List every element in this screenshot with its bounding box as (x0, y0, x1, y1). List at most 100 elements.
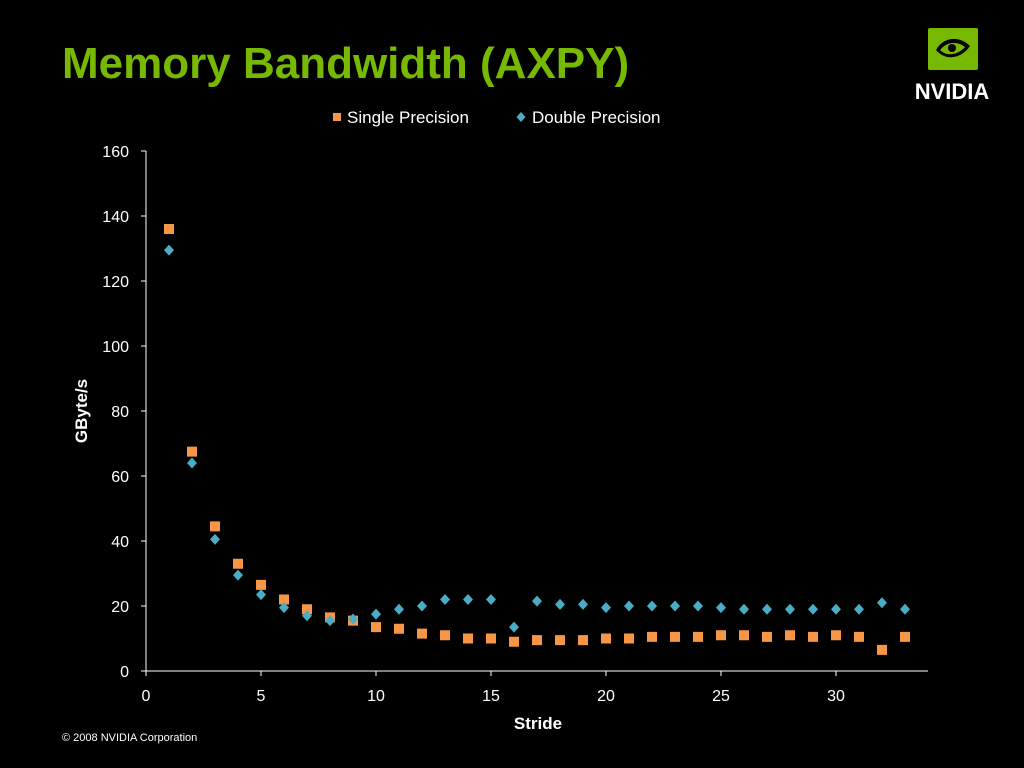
data-point (877, 597, 887, 609)
data-point (693, 600, 703, 612)
data-point (532, 595, 542, 607)
data-point (578, 635, 588, 646)
y-axis-label: GByte/s (72, 379, 91, 443)
legend-label: Double Precision (532, 108, 661, 127)
copyright-footer: © 2008 NVIDIA Corporation (62, 732, 198, 744)
data-point (440, 594, 450, 605)
data-point (164, 224, 174, 234)
x-tick-label: 0 (142, 688, 151, 705)
x-tick-label: 5 (257, 688, 266, 705)
nvidia-eye-icon: NVIDIA (915, 28, 990, 104)
data-point (486, 594, 496, 605)
data-point (601, 633, 611, 644)
data-point (210, 533, 220, 545)
data-point (831, 630, 841, 641)
data-point (716, 602, 726, 614)
data-point (877, 644, 887, 655)
legend-label: Single Precision (347, 108, 469, 127)
data-point (739, 630, 749, 641)
data-point (256, 589, 266, 601)
legend-item: Single Precision (333, 108, 469, 127)
data-point (831, 603, 841, 615)
data-point (279, 602, 289, 614)
series-square (164, 224, 910, 655)
data-point (302, 610, 312, 622)
data-point (486, 633, 496, 644)
data-point (371, 608, 381, 620)
data-point (900, 603, 910, 615)
data-point (578, 598, 588, 610)
data-point (187, 446, 197, 457)
data-point (785, 630, 795, 641)
data-point (762, 603, 772, 615)
data-point (647, 631, 657, 642)
data-point (417, 600, 427, 612)
legend-item: Double Precision (516, 108, 661, 127)
data-point (233, 558, 243, 569)
data-point (371, 622, 381, 633)
data-point (854, 603, 864, 615)
data-point (302, 604, 312, 615)
y-tick-label: 80 (111, 404, 129, 421)
data-point (463, 594, 473, 605)
data-point (279, 594, 289, 605)
data-point (670, 600, 680, 612)
data-point (187, 457, 197, 469)
data-point (440, 630, 450, 641)
x-tick-label: 15 (482, 688, 500, 705)
logo-wordmark: NVIDIA (915, 79, 990, 104)
chart-marks (164, 224, 910, 655)
data-point (900, 631, 910, 642)
data-point (394, 623, 404, 634)
data-point (417, 628, 427, 639)
logo-eye-pupil (948, 44, 956, 52)
x-tick-label: 10 (367, 688, 385, 705)
x-axis-label: Stride (514, 714, 562, 733)
data-point (693, 631, 703, 642)
slide-title: Memory Bandwidth (AXPY) (62, 39, 630, 88)
data-point (624, 600, 634, 612)
data-point (509, 636, 519, 647)
data-point (348, 613, 358, 625)
chart-legend: Single Precision Double Precision (333, 108, 661, 127)
data-point (555, 635, 565, 646)
data-point (509, 621, 519, 633)
data-point (716, 630, 726, 641)
y-tick-label: 20 (111, 599, 129, 616)
data-point (854, 631, 864, 642)
data-point (394, 603, 404, 615)
data-point (785, 603, 795, 615)
data-point (739, 603, 749, 615)
y-tick-label: 100 (102, 339, 129, 356)
data-point (647, 600, 657, 612)
data-point (233, 569, 243, 581)
series-diamond (164, 244, 910, 633)
data-point (256, 579, 266, 590)
y-tick-label: 160 (102, 144, 129, 161)
legend-square-marker (333, 113, 341, 121)
data-point (601, 602, 611, 614)
data-point (463, 633, 473, 644)
y-tick-label: 40 (111, 534, 129, 551)
data-point (164, 244, 174, 256)
data-point (808, 631, 818, 642)
x-tick-label: 25 (712, 688, 730, 705)
x-tick-label: 20 (597, 688, 615, 705)
legend-diamond-marker (516, 112, 526, 122)
data-point (555, 598, 565, 610)
data-point (325, 615, 335, 627)
data-point (762, 631, 772, 642)
data-point (670, 631, 680, 642)
data-point (210, 521, 220, 532)
chart-ticks: 0 20 40 60 80 100 120 140 160 0 5 10 15 20 25 30 (102, 144, 845, 705)
y-tick-label: 0 (120, 664, 129, 681)
data-point (624, 633, 634, 644)
y-tick-label: 120 (102, 274, 129, 291)
y-tick-label: 60 (111, 469, 129, 486)
data-point (808, 603, 818, 615)
nvidia-logo: NVIDIA (900, 24, 1004, 106)
x-tick-label: 30 (827, 688, 845, 705)
data-point (532, 635, 542, 646)
y-tick-label: 140 (102, 209, 129, 226)
